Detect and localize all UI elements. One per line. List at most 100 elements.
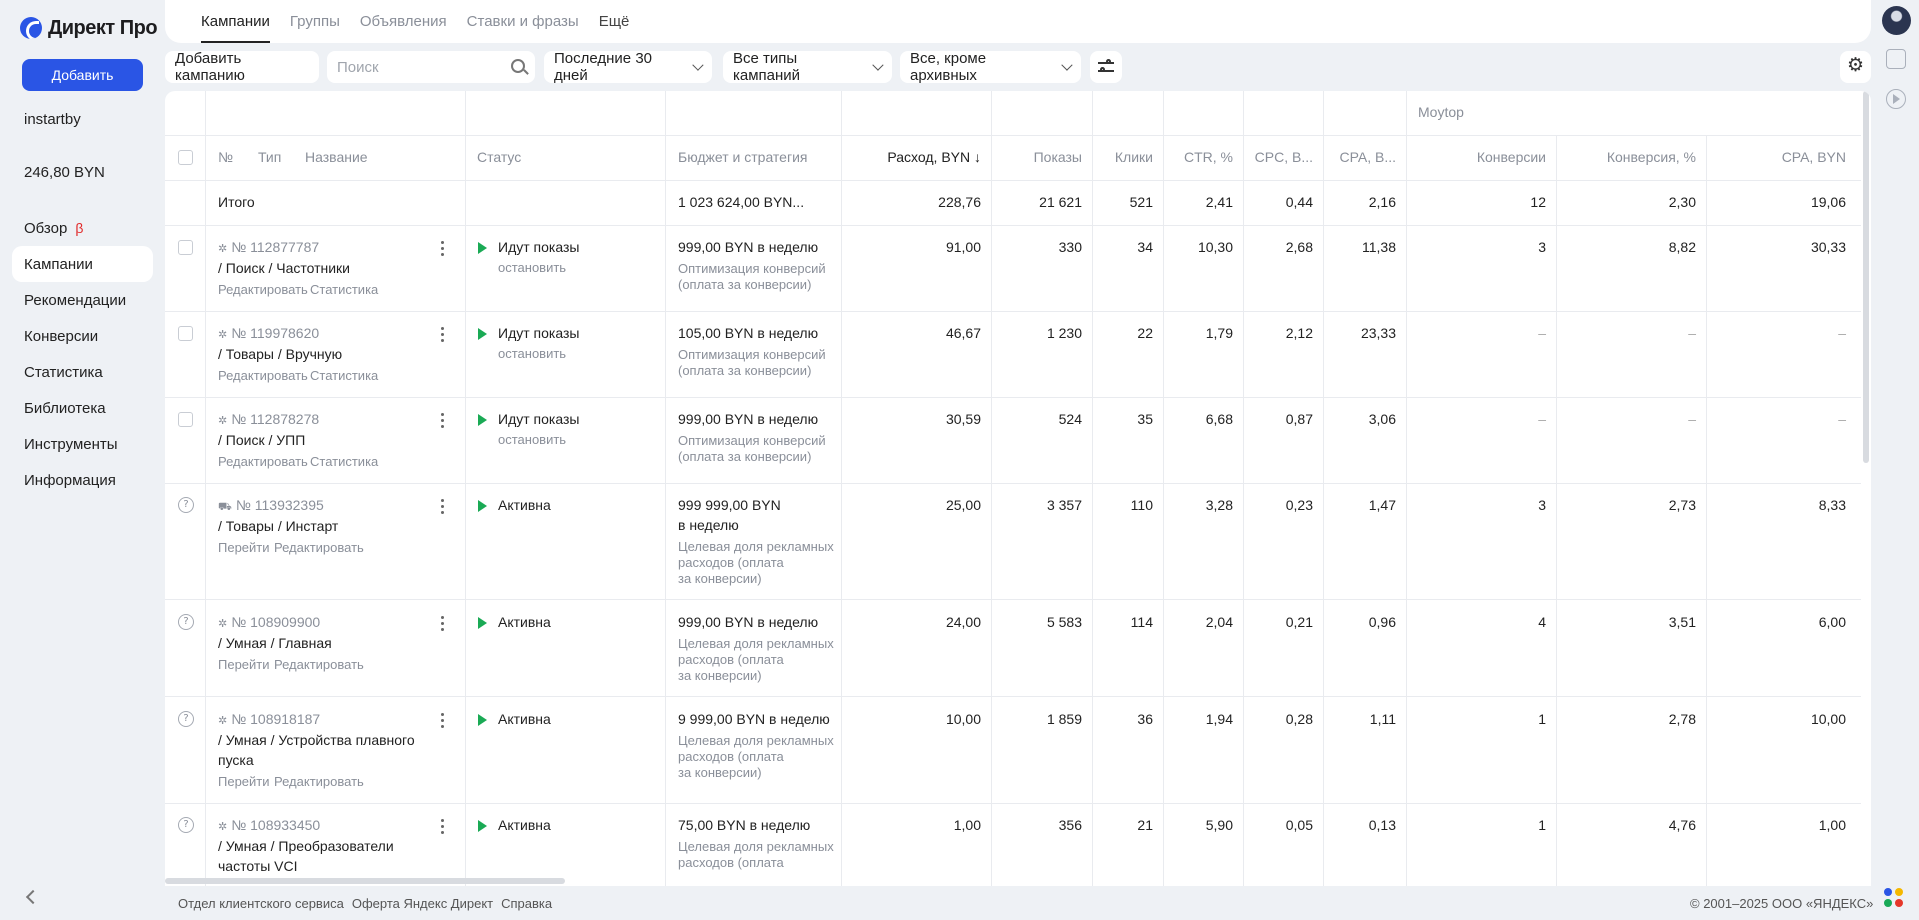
cpc: 0,87 (1285, 411, 1313, 427)
col-name[interactable]: Название (305, 149, 368, 165)
row-menu-icon[interactable] (441, 616, 445, 632)
col-number[interactable]: № (218, 149, 234, 165)
sidebar-item-library[interactable]: Библиотека (12, 390, 153, 426)
budget[interactable]: 999 999,00 BYN (678, 497, 781, 513)
campaign-name-cont[interactable]: пуска (218, 752, 254, 768)
search-icon[interactable] (511, 59, 525, 73)
statistics-link[interactable]: Статистика (310, 282, 379, 297)
add-button[interactable]: Добавить (22, 59, 143, 91)
question-icon[interactable]: ? (178, 817, 194, 833)
tab-more[interactable]: Ещё (598, 13, 630, 30)
horizontal-scrollbar[interactable] (165, 878, 565, 884)
footer-link-help[interactable]: Справка (501, 896, 553, 911)
col-cpc[interactable]: CPC, B... (1254, 149, 1313, 165)
cpa: 1,47 (1368, 497, 1396, 513)
col-ctr[interactable]: CTR, % (1184, 149, 1233, 165)
question-icon[interactable]: ? (178, 711, 194, 727)
col-budget[interactable]: Бюджет и стратегия (678, 149, 808, 165)
campaign-name[interactable]: / Умная / Устройства плавного (218, 732, 415, 748)
tab-bids[interactable]: Ставки и фразы (466, 13, 579, 30)
col-type[interactable]: Тип (258, 149, 282, 165)
go-link[interactable]: Перейти (218, 657, 270, 672)
select-all-checkbox[interactable] (178, 150, 193, 165)
tab-ads[interactable]: Объявления (359, 13, 447, 30)
account-balance[interactable]: 246,80 BYN (24, 164, 105, 181)
row-checkbox[interactable] (178, 412, 193, 427)
stop-link[interactable]: остановить (498, 346, 567, 361)
vertical-scrollbar[interactable] (1863, 91, 1869, 463)
edit-link[interactable]: Редактировать (218, 282, 308, 297)
campaign-name[interactable]: / Поиск / УПП (218, 432, 306, 448)
budget[interactable]: 999,00 BYN в неделю (678, 239, 819, 255)
edit-link[interactable]: Редактировать (274, 540, 364, 555)
question-icon[interactable]: ? (178, 614, 194, 630)
add-campaign-button[interactable]: Добавить кампанию (165, 50, 319, 84)
col-conversions[interactable]: Конверсии (1476, 149, 1546, 165)
stop-link[interactable]: остановить (498, 260, 567, 275)
sidebar-item-overview[interactable]: Обзор β (12, 210, 153, 246)
search-input[interactable] (327, 51, 497, 83)
collapse-sidebar-icon[interactable] (24, 890, 38, 904)
row-menu-icon[interactable] (441, 819, 445, 835)
sidebar-item-recommendations[interactable]: Рекомендации (12, 282, 153, 318)
row-checkbox[interactable] (178, 240, 193, 255)
budget[interactable]: 9 999,00 BYN в неделю (678, 711, 830, 727)
thumbs-up-icon[interactable] (1886, 49, 1906, 69)
row-checkbox[interactable] (178, 326, 193, 341)
edit-link[interactable]: Редактировать (274, 774, 364, 789)
campaign-name[interactable]: / Товары / Инстарт (218, 518, 339, 534)
tab-campaigns[interactable]: Кампании (201, 0, 270, 43)
tab-groups[interactable]: Группы (289, 13, 340, 30)
campaign-name[interactable]: / Умная / Преобразователи (218, 838, 394, 854)
row-menu-icon[interactable] (441, 713, 445, 729)
campaign-name[interactable]: / Умная / Главная (218, 635, 332, 651)
col-cpa[interactable]: CPA, B... (1339, 149, 1396, 165)
campaign-name[interactable]: / Товары / Вручную (218, 346, 343, 362)
budget[interactable]: 75,00 BYN в неделю (678, 817, 811, 833)
stop-link[interactable]: остановить (498, 432, 567, 447)
client-login[interactable]: instartby (24, 111, 81, 128)
footer-link-support[interactable]: Отдел клиентского сервиса (178, 896, 344, 911)
col-clicks[interactable]: Клики (1114, 149, 1153, 165)
footer-link-offer[interactable]: Оферта Яндекс Директ (351, 896, 494, 911)
col-cpa-byn[interactable]: CPA, BYN (1781, 149, 1846, 165)
col-shows[interactable]: Показы (1033, 149, 1082, 165)
strategy: Оптимизация конверсий (678, 347, 826, 362)
edit-link[interactable]: Редактировать (218, 368, 308, 383)
statistics-link[interactable]: Статистика (310, 454, 379, 469)
campaign-name[interactable]: / Поиск / Частотники (218, 260, 351, 276)
sidebar-item-conversions[interactable]: Конверсии (12, 318, 153, 354)
gear-icon[interactable] (1840, 51, 1871, 83)
col-conversion-rate[interactable]: Конверсия, % (1606, 149, 1696, 165)
avatar[interactable] (1882, 6, 1911, 35)
play-icon[interactable] (1886, 89, 1906, 109)
sidebar-item-tools[interactable]: Инструменты (12, 426, 153, 462)
go-link[interactable]: Перейти (218, 540, 270, 555)
budget[interactable]: 999,00 BYN в неделю (678, 411, 819, 427)
budget[interactable]: 105,00 BYN в неделю (678, 325, 819, 341)
question-icon[interactable]: ? (178, 497, 194, 513)
col-status[interactable]: Статус (477, 149, 522, 165)
campaign-name-cont[interactable]: частоты VCI (218, 858, 298, 874)
filter-settings-icon[interactable] (1090, 51, 1122, 83)
edit-link[interactable]: Редактировать (218, 454, 308, 469)
row-menu-icon[interactable] (441, 413, 445, 429)
col-cost[interactable]: Расход, BYN ↓ (887, 149, 981, 165)
campaign-type-select[interactable]: Все типы кампаний (723, 50, 892, 84)
statistics-link[interactable]: Статистика (310, 368, 379, 383)
row-menu-icon[interactable] (441, 499, 445, 515)
go-link[interactable]: Перейти (218, 774, 270, 789)
archive-filter-select[interactable]: Все, кроме архивных (900, 50, 1081, 84)
sidebar-item-info[interactable]: Информация (12, 462, 153, 498)
cost: 10,00 (945, 711, 981, 727)
status-play-icon (478, 617, 487, 629)
row-menu-icon[interactable] (441, 327, 445, 343)
edit-link[interactable]: Редактировать (274, 657, 364, 672)
sidebar-item-campaigns[interactable]: Кампании (12, 246, 153, 282)
sidebar-item-statistics[interactable]: Статистика (12, 354, 153, 390)
budget[interactable]: 999,00 BYN в неделю (678, 614, 819, 630)
services-icon[interactable] (1882, 886, 1908, 912)
row-menu-icon[interactable] (441, 241, 445, 257)
period-select[interactable]: Последние 30 дней (544, 50, 712, 84)
logo[interactable]: Директ Про (20, 15, 158, 41)
